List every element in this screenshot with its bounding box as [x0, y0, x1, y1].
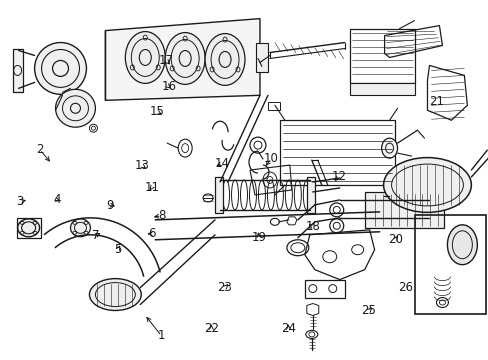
Text: 13: 13	[134, 159, 149, 172]
Ellipse shape	[70, 219, 90, 237]
Bar	[349, 28, 414, 84]
Ellipse shape	[35, 42, 86, 94]
Ellipse shape	[18, 219, 40, 237]
Ellipse shape	[89, 279, 141, 310]
Ellipse shape	[56, 89, 95, 127]
Bar	[255, 42, 267, 72]
Text: 25: 25	[361, 305, 375, 318]
Text: 14: 14	[215, 157, 229, 170]
Text: 24: 24	[280, 322, 295, 335]
Text: 17: 17	[159, 54, 174, 67]
Ellipse shape	[447, 225, 476, 265]
Bar	[279, 120, 394, 185]
Bar	[267, 102, 279, 110]
Text: 23: 23	[217, 281, 232, 294]
Text: 21: 21	[429, 95, 444, 108]
Text: 26: 26	[397, 281, 412, 294]
Text: 6: 6	[148, 227, 155, 240]
Bar	[414, 215, 486, 315]
Text: 19: 19	[251, 231, 266, 244]
Text: 11: 11	[144, 181, 159, 194]
Text: 12: 12	[331, 170, 346, 183]
Text: 22: 22	[203, 322, 219, 335]
Bar	[364, 192, 444, 228]
Text: 3: 3	[17, 195, 24, 208]
Bar	[349, 84, 414, 95]
Ellipse shape	[204, 33, 244, 85]
Text: 9: 9	[106, 199, 114, 212]
Bar	[304, 280, 344, 298]
Ellipse shape	[125, 32, 165, 84]
Text: 4: 4	[53, 193, 61, 206]
Text: 5: 5	[114, 243, 121, 256]
Text: 10: 10	[264, 152, 278, 165]
Text: 7: 7	[92, 229, 100, 242]
Text: 1: 1	[158, 329, 165, 342]
Ellipse shape	[383, 158, 470, 212]
Text: 2: 2	[36, 143, 43, 156]
Bar	[13, 49, 22, 92]
Text: 15: 15	[149, 105, 164, 118]
Text: 20: 20	[387, 233, 402, 246]
Bar	[215, 177, 223, 213]
Bar	[306, 177, 314, 213]
Polygon shape	[105, 19, 260, 100]
Ellipse shape	[165, 32, 204, 84]
Text: 16: 16	[161, 80, 176, 93]
Text: 8: 8	[158, 210, 165, 222]
Bar	[17, 218, 41, 238]
Ellipse shape	[381, 138, 397, 158]
Text: 18: 18	[305, 220, 320, 233]
